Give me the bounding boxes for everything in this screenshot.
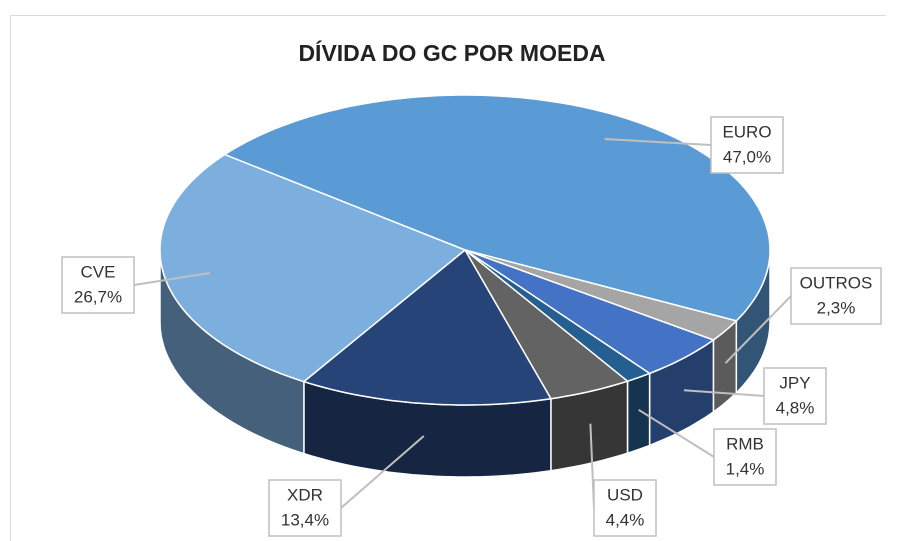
label-value: 1,4% <box>726 459 765 478</box>
label-box <box>710 116 784 174</box>
leader-line <box>683 389 765 397</box>
slice-wall <box>626 372 651 455</box>
label-category: EURO <box>722 122 771 141</box>
slice <box>159 153 467 383</box>
label-category: CVE <box>81 262 116 281</box>
label-category: XDR <box>287 485 323 504</box>
label-value: 13,4% <box>281 510 329 529</box>
leader-line <box>604 138 712 146</box>
label-category: OUTROS <box>800 273 873 292</box>
chart-frame <box>10 15 886 541</box>
slice <box>464 249 716 375</box>
pie-tops <box>159 94 771 406</box>
slice <box>464 249 630 400</box>
slice <box>223 94 771 322</box>
label-value: 2,3% <box>817 298 856 317</box>
leader-line <box>638 408 715 458</box>
leader-line <box>340 435 425 509</box>
slice <box>464 249 738 341</box>
slice <box>302 248 553 406</box>
label-value: 47,0% <box>723 147 771 166</box>
label-box <box>593 479 657 537</box>
label-value: 4,8% <box>776 398 815 417</box>
label-category: RMB <box>726 434 764 453</box>
chart-title: DÍVIDA DO GC POR MOEDA <box>298 39 605 66</box>
label-value: 4,4% <box>606 510 645 529</box>
leader-line <box>133 272 210 286</box>
label-box <box>790 267 882 325</box>
label-box <box>268 479 342 537</box>
label-box <box>61 256 135 314</box>
label-category: JPY <box>779 373 810 392</box>
leader-line <box>724 295 792 364</box>
label-value: 26,7% <box>74 287 122 306</box>
label-category: USD <box>607 485 643 504</box>
label-box <box>763 367 827 425</box>
label-box <box>713 428 777 486</box>
data-labels: EURO 47,0% OUTROS 2,3% JPY 4,8% RMB 1,4% USD 4,4%… <box>61 116 882 537</box>
